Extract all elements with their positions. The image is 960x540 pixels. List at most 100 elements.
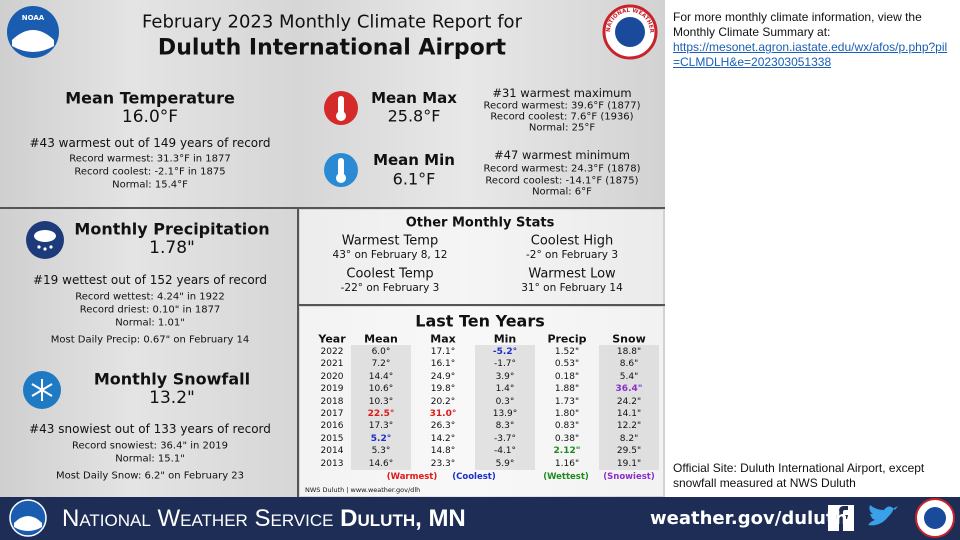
sidebar-intro: For more monthly climate information, vi… [673, 10, 948, 70]
column-header: Snow [612, 332, 646, 346]
legend-entry: (Warmest) [386, 472, 438, 482]
section-title: Monthly Precipitation [74, 219, 270, 239]
table-cell: -3.7° [493, 433, 517, 444]
table-cell: 18.8" [616, 347, 642, 357]
nws-logo-center [615, 17, 645, 47]
table-cell: 1.88" [554, 384, 580, 395]
table-cell: 14.8° [430, 446, 456, 457]
record: Record driest: 0.10" in 1877 [79, 304, 221, 316]
table-cell: 19.8° [430, 384, 456, 395]
stat-label: Warmest Low [528, 266, 616, 282]
table-cell: 19.1" [616, 458, 642, 469]
stat-value: -22° on February 3 [340, 282, 440, 294]
cloud [34, 230, 56, 242]
column-header: Min [493, 332, 517, 346]
table-cell: 5.4" [619, 371, 639, 382]
record: Record warmest: 31.3°F in 1877 [69, 153, 231, 165]
table-cell: 12.2" [616, 421, 642, 432]
table-cell: 2013 [320, 458, 344, 469]
column-header: Year [318, 332, 346, 346]
record: Record warmest: 24.3°F (1878) [483, 163, 641, 175]
table-cell: 29.5" [616, 446, 642, 457]
nws-logo-text: NATIONAL WEATHER SERVICE [603, 5, 654, 34]
noaa-text: NOAA [22, 14, 45, 22]
divider [0, 207, 665, 209]
table-box [300, 307, 663, 496]
table-cell: 17.1° [430, 347, 456, 357]
table-cell: 5.9° [495, 458, 515, 469]
rank: #47 warmest minimum [494, 148, 630, 162]
header-line: February 2023 Monthly Climate Report for [142, 11, 522, 33]
record: Record warmest: 39.6°F (1877) [483, 100, 641, 112]
table-cell: 26.3° [430, 421, 456, 432]
table-cell: 6.0° [371, 347, 391, 357]
table-cell: 0.18" [554, 371, 580, 382]
table-cell: 2020 [320, 371, 344, 382]
thermometer [338, 158, 344, 176]
drop [49, 245, 53, 249]
stats-title: Other Monthly Stats [405, 215, 555, 231]
agency-name: National Weather Service [62, 505, 334, 532]
twitter-icon[interactable] [868, 505, 898, 526]
table-cell: 31.0° [429, 409, 457, 419]
rank: #31 warmest maximum [492, 86, 632, 100]
table-cell: 2018 [320, 396, 344, 407]
table-cell: 1.80" [554, 409, 580, 419]
rank: #43 snowiest out of 133 years of record [29, 422, 271, 436]
table-cell: 10.3° [368, 396, 394, 407]
thermometer-bulb [336, 111, 346, 121]
section-value: 16.0°F [121, 107, 179, 127]
record: Normal: 25°F [528, 122, 596, 134]
table-cell: 0.38" [554, 433, 580, 444]
table-cell: 1.52" [554, 347, 580, 357]
table-cell: 8.2" [619, 433, 639, 444]
official-site: Official Site: Duluth International Airp… [673, 461, 925, 490]
record: Record coolest: -14.1°F (1875) [485, 175, 639, 187]
table-cell: 7.2° [371, 359, 391, 370]
nws-ring: NATIONAL WEATHER SERVICE [603, 5, 654, 34]
table-cell: 2.12" [553, 446, 581, 457]
table-cell: -5.2° [492, 347, 518, 357]
table-cell: 2017 [320, 409, 344, 419]
footer-website[interactable]: weather.gov/duluth [650, 508, 848, 529]
table-cell: 0.83" [554, 421, 580, 432]
table-cell: 8.3° [495, 421, 515, 432]
stat-value: -2° on February 3 [525, 249, 619, 261]
section-value: 13.2" [149, 388, 195, 408]
stat-value: 43° on February 8, 12 [332, 249, 448, 261]
legend-entry: (Snowiest) [603, 472, 655, 482]
section-value: 1.78" [149, 238, 195, 258]
divider [297, 304, 665, 306]
record: Record coolest: 7.6°F (1936) [490, 111, 634, 123]
table-cell: 24.2" [616, 396, 642, 407]
record: Normal: 6°F [532, 186, 592, 198]
column-band [475, 345, 535, 470]
stat-label: Warmest Temp [341, 233, 439, 249]
table-cell: 17.3° [368, 421, 394, 432]
thermometer-bulb [336, 173, 346, 183]
office-name: Duluth, MN [340, 505, 466, 532]
footer-icons [9, 498, 955, 538]
facebook-f [836, 506, 848, 531]
table-cell: 1.4° [495, 384, 515, 395]
record: Record coolest: -2.1°F in 1875 [74, 166, 226, 178]
stat-label: Coolest Temp [346, 266, 434, 282]
column-header: Mean [364, 332, 398, 346]
summary-link[interactable]: https://mesonet.agron.iastate.edu/wx/afo… [673, 40, 948, 69]
table-cell: 36.4" [615, 384, 643, 395]
nws-logo-text: NATIONAL WEATHER SERVICE [603, 5, 654, 34]
table-cell: 14.6° [368, 458, 394, 469]
table-cell: 13.9° [492, 409, 518, 419]
table-cell: 23.3° [430, 458, 456, 469]
table-cell: 1.73" [554, 396, 580, 407]
record: Normal: 15.1" [115, 453, 185, 465]
footer-agency: National Weather Service Duluth, MN [62, 505, 466, 533]
table-cell: 2016 [320, 421, 344, 432]
header-title: Duluth International Airport [157, 35, 507, 61]
table-cell: 24.9° [430, 371, 456, 382]
record: Record wettest: 4.24" in 1922 [75, 291, 225, 303]
extreme: Most Daily Snow: 6.2" on February 23 [55, 470, 245, 482]
stats-box [300, 210, 663, 304]
rank: #43 warmest out of 149 years of record [29, 136, 271, 150]
